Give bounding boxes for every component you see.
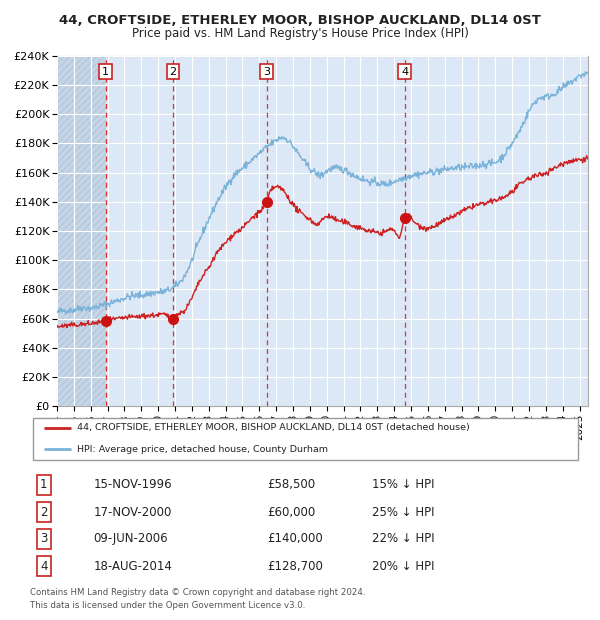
Text: HPI: Average price, detached house, County Durham: HPI: Average price, detached house, Coun… bbox=[77, 445, 328, 454]
Text: 09-JUN-2006: 09-JUN-2006 bbox=[94, 533, 168, 546]
Text: £140,000: £140,000 bbox=[268, 533, 323, 546]
Text: 3: 3 bbox=[263, 66, 270, 76]
Text: 44, CROFTSIDE, ETHERLEY MOOR, BISHOP AUCKLAND, DL14 0ST (detached house): 44, CROFTSIDE, ETHERLEY MOOR, BISHOP AUC… bbox=[77, 423, 470, 433]
Text: 4: 4 bbox=[40, 560, 47, 573]
Text: 1: 1 bbox=[102, 66, 109, 76]
Text: 20% ↓ HPI: 20% ↓ HPI bbox=[372, 560, 435, 573]
Text: 2: 2 bbox=[169, 66, 176, 76]
Text: 2: 2 bbox=[40, 505, 47, 518]
Text: 25% ↓ HPI: 25% ↓ HPI bbox=[372, 505, 435, 518]
Text: 15% ↓ HPI: 15% ↓ HPI bbox=[372, 478, 435, 491]
FancyBboxPatch shape bbox=[33, 418, 578, 459]
Text: 1: 1 bbox=[40, 478, 47, 491]
Text: £60,000: £60,000 bbox=[268, 505, 316, 518]
Text: Contains HM Land Registry data © Crown copyright and database right 2024.: Contains HM Land Registry data © Crown c… bbox=[30, 588, 365, 597]
Text: 17-NOV-2000: 17-NOV-2000 bbox=[94, 505, 172, 518]
Text: 22% ↓ HPI: 22% ↓ HPI bbox=[372, 533, 435, 546]
Text: Price paid vs. HM Land Registry's House Price Index (HPI): Price paid vs. HM Land Registry's House … bbox=[131, 27, 469, 40]
Text: This data is licensed under the Open Government Licence v3.0.: This data is licensed under the Open Gov… bbox=[30, 601, 305, 611]
Text: 44, CROFTSIDE, ETHERLEY MOOR, BISHOP AUCKLAND, DL14 0ST: 44, CROFTSIDE, ETHERLEY MOOR, BISHOP AUC… bbox=[59, 14, 541, 27]
Text: 3: 3 bbox=[40, 533, 47, 546]
Text: £128,700: £128,700 bbox=[268, 560, 323, 573]
Text: 15-NOV-1996: 15-NOV-1996 bbox=[94, 478, 172, 491]
Text: 4: 4 bbox=[401, 66, 409, 76]
Text: 18-AUG-2014: 18-AUG-2014 bbox=[94, 560, 172, 573]
Text: £58,500: £58,500 bbox=[268, 478, 316, 491]
Bar bbox=[57, 56, 106, 406]
